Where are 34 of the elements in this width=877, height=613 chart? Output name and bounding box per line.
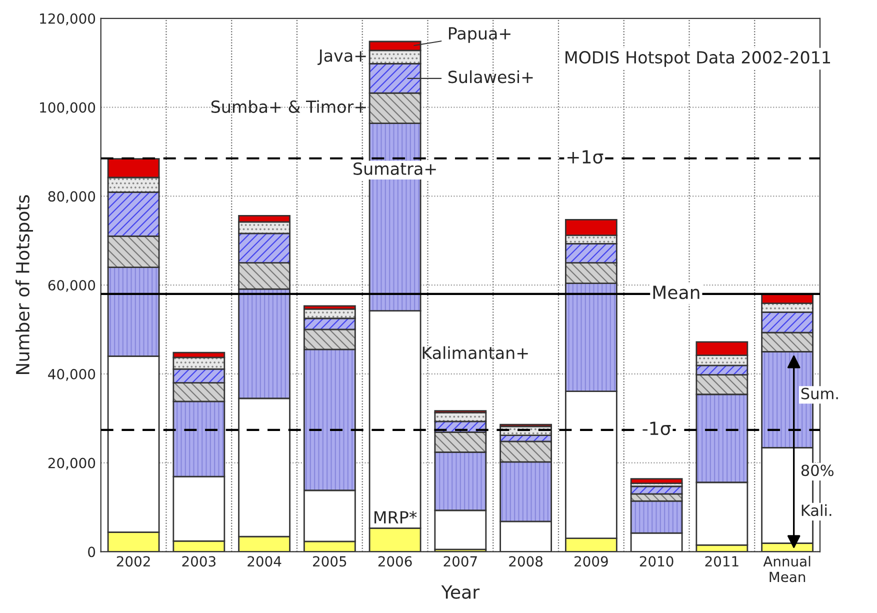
annotation: Kali.: [802, 504, 832, 516]
y-tick-label: 0: [88, 546, 96, 558]
x-axis-title: Year: [441, 585, 480, 599]
x-tick-label: 2003: [182, 556, 216, 567]
x-tick-label: Annual Mean: [763, 556, 810, 582]
annotation: Sum.: [801, 388, 838, 400]
series-label: Kalimantan+: [422, 346, 528, 360]
y-tick-label: 20,000: [48, 458, 96, 470]
series-label: Sulawesi+: [448, 70, 533, 84]
x-tick-label: 2009: [574, 556, 608, 567]
series-label: MRP*: [374, 510, 417, 524]
x-tick-label: 2007: [444, 556, 477, 567]
ref-line-label: +1σ: [568, 150, 604, 164]
y-tick-label: 100,000: [40, 102, 96, 114]
x-tick-label: 2002: [116, 556, 150, 567]
series-label: Sumba+ & Timor+: [211, 100, 366, 113]
x-tick-label: 2011: [705, 556, 738, 567]
ref-line-label: Mean: [653, 286, 700, 300]
y-axis-title: Number of Hotspots: [16, 195, 34, 374]
y-tick-label: 80,000: [48, 191, 96, 204]
x-tick-label: 2004: [248, 556, 282, 567]
x-tick-label: 2005: [313, 556, 346, 567]
x-tick-label: 2010: [640, 556, 674, 567]
y-tick-label: 120,000: [40, 13, 96, 26]
x-tick-label: 2008: [509, 556, 543, 567]
y-tick-label: 60,000: [48, 280, 96, 292]
y-tick-label: 40,000: [48, 368, 96, 381]
series-label: Sumatra+: [354, 162, 436, 175]
series-label: Papua+: [448, 27, 510, 43]
series-label: Java+: [318, 50, 366, 65]
annotation: 80%: [801, 464, 834, 476]
text: MODIS Hotspot Data 2002-2011: [566, 51, 830, 67]
ref-line-label: -1σ: [642, 422, 671, 436]
x-tick-label: 2006: [378, 556, 412, 567]
